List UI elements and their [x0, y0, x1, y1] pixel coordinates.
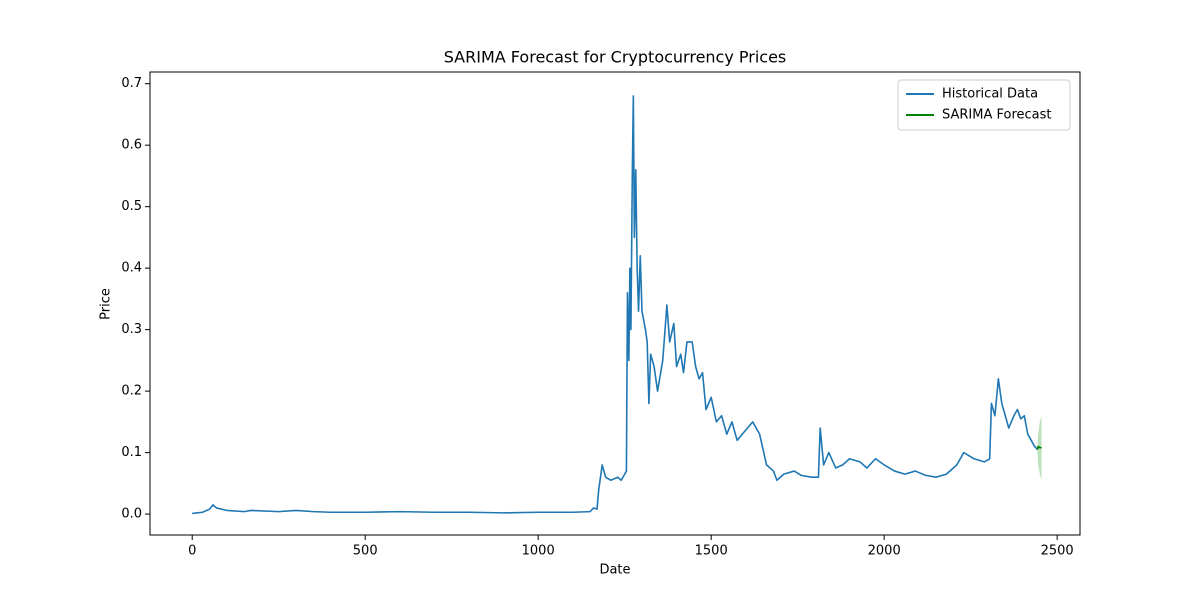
y-tick-label: 0.5: [121, 199, 142, 214]
y-tick-label: 0.7: [121, 76, 142, 91]
y-tick-label: 0.1: [121, 445, 142, 460]
y-tick-label: 0.4: [121, 261, 142, 276]
chart-title: SARIMA Forecast for Cryptocurrency Price…: [444, 48, 787, 67]
y-tick-label: 0.0: [121, 507, 142, 522]
series-line: [1036, 445, 1042, 450]
series-line: [192, 95, 1039, 515]
x-tick-label: 1500: [695, 544, 728, 559]
x-tick-label: 500: [353, 544, 378, 559]
x-axis-label: Date: [599, 563, 630, 578]
y-tick-label: 0.6: [121, 138, 142, 153]
legend-label: SARIMA Forecast: [942, 108, 1052, 123]
legend-label: Historical Data: [942, 87, 1038, 102]
legend-box: [897, 79, 1071, 131]
y-axis-label: Price: [99, 288, 114, 320]
x-tick-label: 1000: [522, 544, 555, 559]
y-tick-label: 0.2: [121, 384, 142, 399]
x-tick-label: 2500: [1041, 544, 1074, 559]
x-tick-label: 0: [188, 544, 196, 559]
y-tick-label: 0.3: [121, 322, 142, 337]
legend: Historical Data SARIMA Forecast: [897, 79, 1071, 131]
plot-frame: [149, 71, 1081, 536]
x-tick-label: 2000: [868, 544, 901, 559]
